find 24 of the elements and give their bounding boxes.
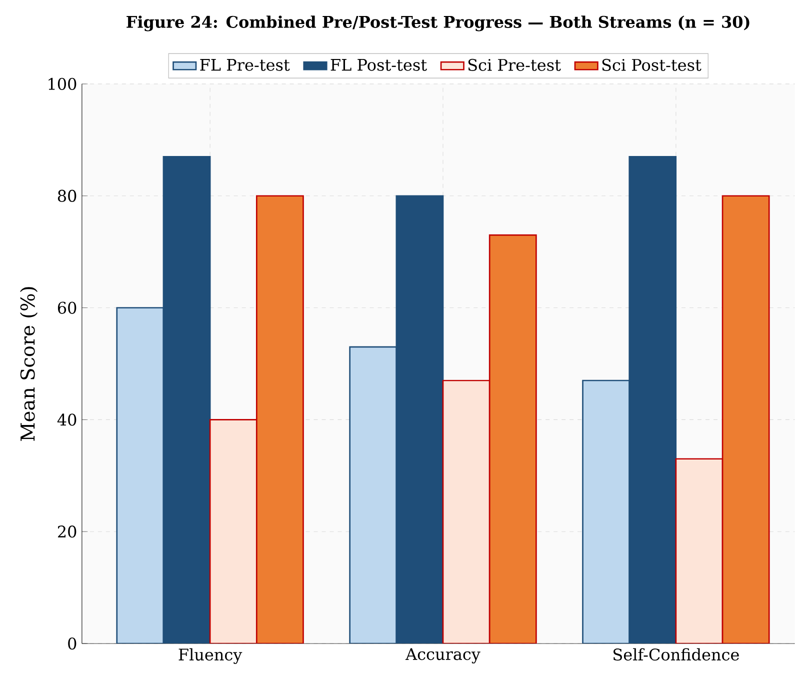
y-tick-label: 40: [57, 413, 76, 426]
bar: [722, 194, 770, 644]
y-tick-label: 80: [58, 190, 76, 202]
chart-title: Figure 24: Combined Pre/Post-Test Progress — Both Streams (n = 30): [126, 15, 750, 32]
bar: [582, 380, 630, 644]
legend-label: FL Post-test: [330, 58, 427, 71]
legend-label: Sci Pre-test: [468, 58, 561, 71]
bar: [488, 234, 537, 644]
bar: [209, 418, 258, 644]
y-tick-label: 100: [48, 78, 76, 90]
legend-label: Sci Post-test: [602, 58, 702, 71]
legend-label: FL Pre-test: [200, 58, 290, 71]
y-tick-label: 60: [58, 301, 76, 314]
x-tick-label: Fluency: [178, 648, 242, 664]
y-tick-label: 0: [68, 637, 76, 650]
x-tick-label: Accuracy: [405, 648, 480, 664]
bar: [256, 194, 304, 644]
bar: [116, 306, 164, 644]
x-tick-label: Self-Confidence: [614, 648, 739, 660]
y-axis-title: Mean Score (%): [20, 286, 38, 441]
bar: [349, 346, 398, 644]
bar: [442, 380, 490, 644]
bar: [675, 458, 724, 644]
y-tick-label: 20: [58, 525, 76, 538]
